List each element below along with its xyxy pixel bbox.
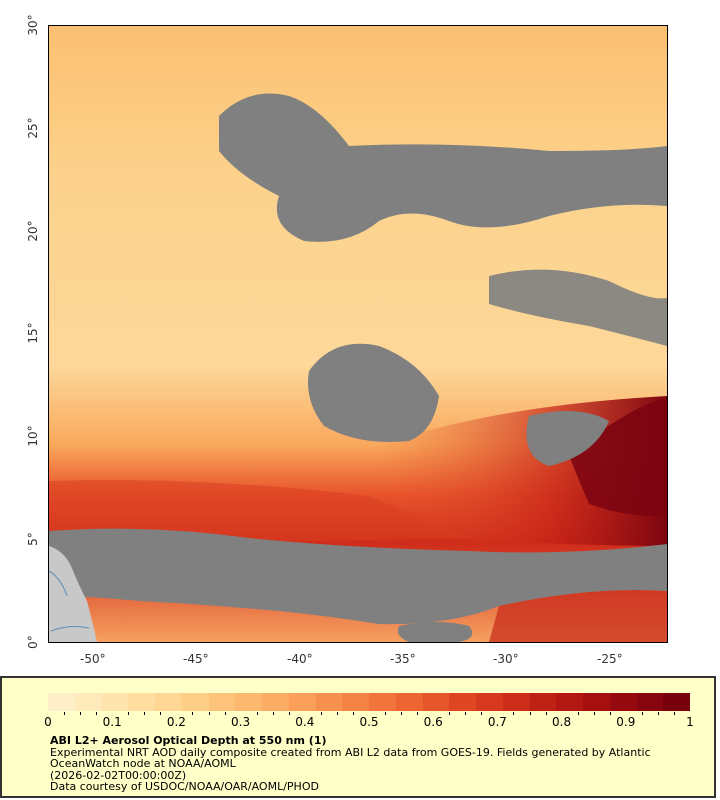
legend-line-3: (2026-02-02T00:00:00Z) [50,768,187,782]
colorbar-minor-tick [320,712,322,715]
aod-map-svg [49,26,667,642]
colorbar-minor-tick [128,712,130,715]
lon-label-30: -30° [493,652,519,666]
legend-title: ABI L2+ Aerosol Optical Depth at 550 nm … [50,734,327,747]
colorbar-minor-tick [529,712,531,715]
lon-label-25: -25° [597,652,623,666]
colorbar-tick-label: 1 [686,715,694,729]
land-south-america [49,546,97,642]
colorbar-minor-tick [593,712,595,715]
colorbar-minor-tick [336,712,338,715]
legend-panel: 0 0.1 0.2 0.3 0.4 0.5 0.6 0.7 0.8 0.9 1 ABI L2+ Ae… [0,676,716,798]
colorbar-swatch [181,693,209,711]
colorbar-minor-tick [64,712,66,715]
colorbar-tick-label: 0.6 [423,715,443,729]
colorbar-tick-label: 0.4 [295,715,315,729]
colorbar-swatch [74,693,102,711]
colorbar-swatch [395,693,423,711]
lat-label-10: 10° [26,425,40,447]
colorbar-swatch [583,693,610,711]
colorbar-tick-label: 0.5 [359,715,379,729]
colorbar-minor-tick [417,712,419,715]
colorbar-minor-tick [80,712,82,715]
colorbar-minor-tick [208,712,210,715]
colorbar [48,693,690,711]
colorbar-tick-label: 0.1 [102,715,122,729]
legend-line-1: Experimental NRT AOD daily composite cre… [50,745,651,759]
colorbar-swatch [663,693,690,711]
colorbar-swatch [556,693,583,711]
colorbar-tick-label: 0.3 [231,715,251,729]
coastline [49,570,90,632]
colorbar-tick-label: 0.2 [166,715,186,729]
colorbar-swatch [288,693,316,711]
legend-line-2: OceanWatch node at NOAA/AOML [50,757,236,770]
aod-map[interactable] [48,25,668,643]
no-data-regions [49,93,667,642]
colorbar-minor-tick [609,712,611,715]
colorbar-swatch [155,693,182,711]
lat-label-0: 0° [26,635,40,649]
colorbar-swatch [529,693,557,711]
lon-label-40: -40° [287,652,313,666]
lat-label-15: 15° [26,322,40,344]
colorbar-swatch [476,693,503,711]
colorbar-swatch [502,693,530,711]
colorbar-minor-tick [577,712,579,715]
colorbar-tick-label: 0 [44,715,52,729]
colorbar-minor-tick [465,712,467,715]
lon-label-50: -50° [80,652,106,666]
colorbar-minor-tick [96,712,98,715]
legend-text: ABI L2+ Aerosol Optical Depth at 550 nm … [50,735,700,793]
lat-label-25: 25° [26,117,40,139]
colorbar-minor-tick [288,712,290,715]
colorbar-swatch [315,693,343,711]
lon-label-35: -35° [390,652,416,666]
lat-label-30: 30° [26,14,40,36]
colorbar-minor-tick [144,712,146,715]
colorbar-tick-label: 0.7 [487,715,507,729]
colorbar-minor-tick [673,712,675,715]
colorbar-swatch [609,693,637,711]
colorbar-minor-tick [385,712,387,715]
colorbar-minor-tick [192,712,194,715]
lat-label-20: 20° [26,220,40,242]
colorbar-swatch [369,693,396,711]
colorbar-minor-tick [160,712,162,715]
colorbar-minor-tick [401,712,403,715]
colorbar-swatch [101,693,129,711]
colorbar-minor-tick [272,712,274,715]
colorbar-swatch [636,693,664,711]
legend-line-4: Data courtesy of USDOC/NOAA/OAR/AOML/PHO… [50,780,319,793]
colorbar-swatch [262,693,289,711]
colorbar-swatch [48,693,75,711]
colorbar-minor-tick [224,712,226,715]
colorbar-minor-tick [449,712,451,715]
aod-plume-core [569,398,667,517]
colorbar-swatch [449,693,476,711]
colorbar-swatch [235,693,262,711]
colorbar-minor-tick [513,712,515,715]
colorbar-swatch [342,693,369,711]
colorbar-swatch [208,693,236,711]
colorbar-tick-label: 0.9 [616,715,636,729]
colorbar-swatch [128,693,155,711]
colorbar-tick-label: 0.8 [552,715,572,729]
aod-southeast [489,590,667,642]
lon-label-45: -45° [183,652,209,666]
colorbar-minor-tick [481,712,483,715]
colorbar-swatch [422,693,450,711]
colorbar-minor-tick [641,712,643,715]
colorbar-minor-tick [352,712,354,715]
colorbar-minor-tick [545,712,547,715]
colorbar-minor-tick [256,712,258,715]
lat-label-5: 5° [26,532,40,546]
colorbar-minor-tick [657,712,659,715]
